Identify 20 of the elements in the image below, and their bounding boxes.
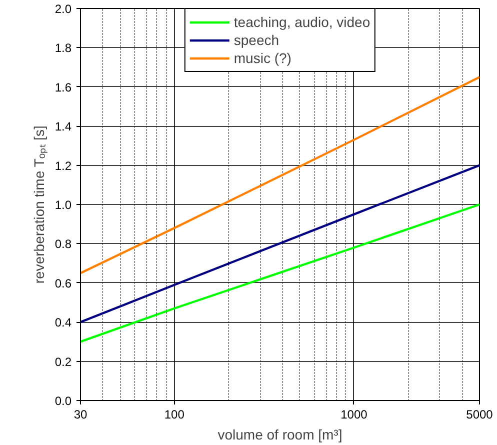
y-tick-label: 1.8 <box>54 41 72 56</box>
x-tick-label: 5000 <box>466 408 494 422</box>
x-axis-title: volume of room [m³] <box>218 426 342 442</box>
y-axis-title: reverberation time Tₒₚₜ [s] <box>30 126 48 284</box>
y-tick-label: 0.2 <box>54 354 72 369</box>
y-tick-label: 0.8 <box>54 237 72 252</box>
legend-label: speech <box>234 31 280 49</box>
legend-label: music (?) <box>234 49 292 67</box>
legend-label: teaching, audio, video <box>234 13 370 31</box>
y-tick-label: 0.4 <box>54 316 72 330</box>
x-tick-label: 1000 <box>340 408 368 422</box>
y-tick-label: 0.6 <box>54 276 72 290</box>
x-tick-label: 30 <box>74 408 88 422</box>
y-tick-label: 1.0 <box>54 198 72 212</box>
x-tick-label: 100 <box>164 408 185 422</box>
y-tick-label: 1.6 <box>54 80 72 94</box>
y-tick-label: 1.2 <box>54 158 72 173</box>
y-tick-label: 1.4 <box>54 120 72 134</box>
y-tick-label: 2.0 <box>54 2 72 16</box>
y-tick-label: 0.0 <box>54 394 72 408</box>
